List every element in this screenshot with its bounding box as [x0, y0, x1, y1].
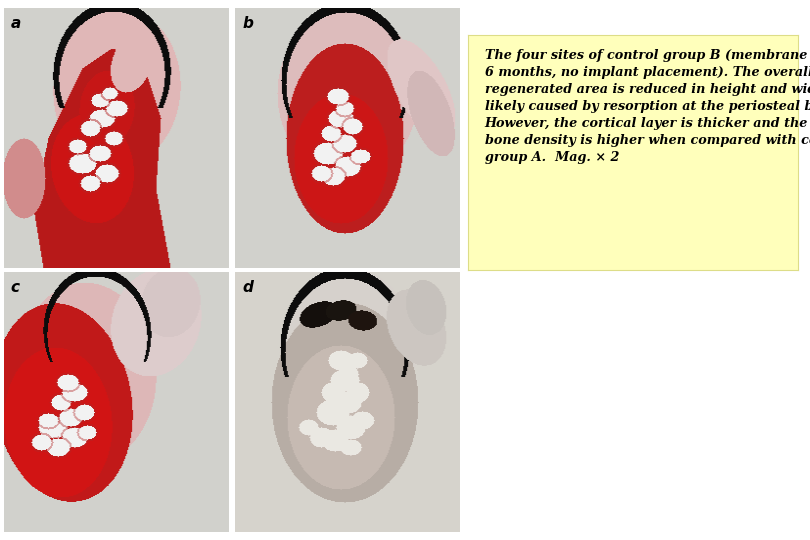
Text: d: d — [242, 280, 253, 295]
Text: c: c — [11, 280, 19, 295]
Text: b: b — [242, 16, 253, 31]
Text: a: a — [11, 16, 21, 31]
Text: The four sites of control group B (membrane removal at
6 months, no implant plac: The four sites of control group B (membr… — [484, 49, 810, 164]
